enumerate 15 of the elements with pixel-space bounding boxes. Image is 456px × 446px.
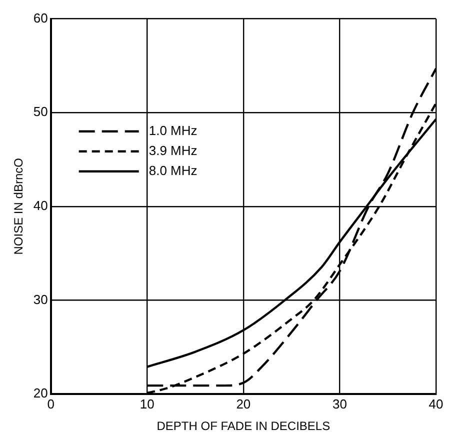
y-tick-label: 40 <box>33 198 48 213</box>
y-tick-label: 60 <box>33 10 48 26</box>
x-tick-label: 20 <box>236 396 251 412</box>
y-tick-label: 50 <box>33 104 48 120</box>
x-axis-title: DEPTH OF FADE IN DECIBELS <box>156 419 330 434</box>
legend-label: 8.0 MHz <box>148 162 198 178</box>
x-tick-label: 0 <box>47 396 54 412</box>
y-tick-label: 30 <box>33 292 48 307</box>
y-axis-title: NOISE IN dBrncO <box>12 158 26 255</box>
x-tick-label: 10 <box>140 396 154 412</box>
legend-label: 3.9 MHz <box>148 142 198 158</box>
y-tick-label: 20 <box>33 386 48 401</box>
x-tick-label: 40 <box>428 396 444 412</box>
x-tick-label: 30 <box>332 396 347 412</box>
legend-label: 1.0 MHz <box>148 122 198 138</box>
